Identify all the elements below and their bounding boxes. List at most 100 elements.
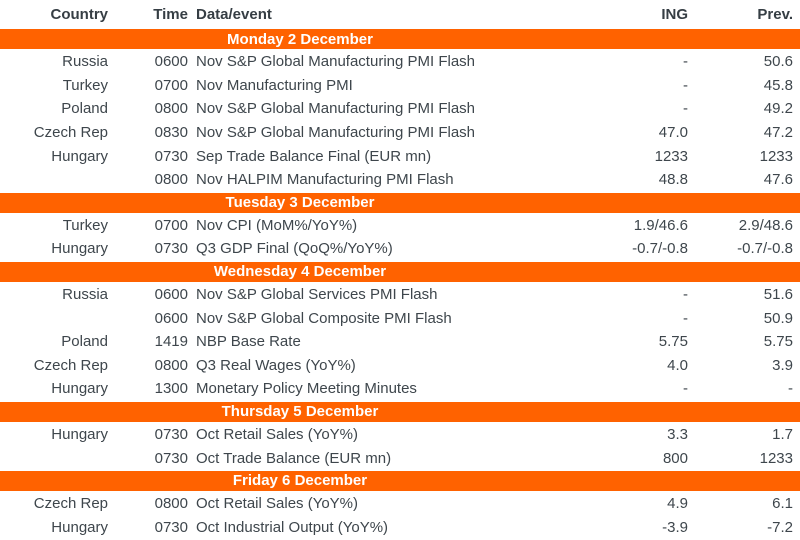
event-row: Russia 0600 Nov S&P Global Services PMI Fl… bbox=[0, 283, 800, 307]
column-header-event: Data/event bbox=[196, 5, 272, 23]
prev-cell: - bbox=[788, 380, 793, 398]
event-cell: Nov S&P Global Composite PMI Flash bbox=[196, 309, 452, 327]
ing-cell: - bbox=[683, 76, 688, 94]
prev-cell: 2.9/48.6 bbox=[738, 216, 793, 234]
ing-cell: 3.3 bbox=[667, 426, 688, 444]
country-cell: Hungary bbox=[51, 147, 108, 165]
time-cell: 0600 bbox=[154, 53, 188, 71]
time-cell: 0700 bbox=[154, 76, 188, 94]
time-cell: 1419 bbox=[154, 333, 188, 351]
time-cell: 0800 bbox=[154, 495, 188, 513]
prev-cell: -0.7/-0.8 bbox=[737, 240, 793, 258]
prev-cell: 50.6 bbox=[763, 53, 793, 71]
day-section-band: Friday 6 December bbox=[0, 470, 800, 491]
event-cell: Oct Retail Sales (YoY%) bbox=[196, 495, 359, 513]
ing-cell: 1233 bbox=[654, 147, 688, 165]
time-cell: 0700 bbox=[154, 216, 188, 234]
time-cell: 0800 bbox=[154, 171, 188, 189]
event-row: Russia 0600 Nov S&P Global Manufacturing P… bbox=[0, 50, 800, 74]
prev-cell: 6.1 bbox=[772, 495, 793, 513]
prev-cell: 47.6 bbox=[763, 171, 793, 189]
time-cell: 0730 bbox=[154, 426, 188, 444]
event-cell: Nov S&P Global Manufacturing PMI Flash bbox=[196, 53, 476, 71]
prev-cell: 45.8 bbox=[763, 76, 793, 94]
day-section-title: Wednesday 4 December bbox=[213, 263, 387, 281]
ing-cell: - bbox=[683, 380, 688, 398]
ing-cell: 800 bbox=[662, 449, 688, 467]
prev-cell: 5.75 bbox=[763, 333, 793, 351]
prev-cell: 1233 bbox=[759, 449, 793, 467]
table-body: Monday 2 December Russia 0600 Nov S&P Globa… bbox=[0, 29, 800, 539]
country-cell: Czech Rep bbox=[33, 495, 108, 513]
prev-cell: 1.7 bbox=[772, 426, 793, 444]
column-header-prev: Prev. bbox=[757, 5, 793, 23]
column-header-ing: ING bbox=[661, 5, 688, 23]
event-cell: Nov S&P Global Manufacturing PMI Flash bbox=[196, 124, 476, 142]
day-section-band: Thursday 5 December bbox=[0, 401, 800, 422]
prev-cell: 51.6 bbox=[763, 286, 793, 304]
event-row: Hungary 1300 Monetary Policy Meeting Minut… bbox=[0, 377, 800, 401]
ing-cell: - bbox=[683, 53, 688, 71]
prev-cell: 1233 bbox=[759, 147, 793, 165]
ing-cell: 47.0 bbox=[658, 124, 688, 142]
time-cell: 0600 bbox=[154, 309, 188, 327]
event-cell: Q3 Real Wages (YoY%) bbox=[196, 356, 356, 374]
day-section-band: Tuesday 3 December bbox=[0, 192, 800, 213]
event-row: Turkey 0700 Nov Manufacturing PMI - 45.8 bbox=[0, 74, 800, 98]
prev-cell: 49.2 bbox=[763, 100, 793, 118]
ing-cell: 48.8 bbox=[658, 171, 688, 189]
event-row: Hungary 0730 Q3 GDP Final (QoQ%/YoY%) -0.7/… bbox=[0, 237, 800, 261]
time-cell: 0730 bbox=[154, 449, 188, 467]
event-cell: NBP Base Rate bbox=[196, 333, 301, 351]
day-section-title: Tuesday 3 December bbox=[225, 194, 375, 212]
prev-cell: -7.2 bbox=[767, 518, 793, 536]
country-cell: Czech Rep bbox=[33, 356, 108, 374]
table-header-row: Country Time Data/event ING Prev. bbox=[0, 0, 800, 28]
event-row: Czech Rep 0830 Nov S&P Global Manufacturin… bbox=[0, 121, 800, 145]
ing-cell: - bbox=[683, 286, 688, 304]
event-cell: Nov Manufacturing PMI bbox=[196, 76, 353, 94]
ing-cell: -3.9 bbox=[662, 518, 688, 536]
time-cell: 1300 bbox=[154, 380, 188, 398]
time-cell: 0730 bbox=[154, 147, 188, 165]
column-header-time: Time bbox=[153, 5, 188, 23]
time-cell: 0830 bbox=[154, 124, 188, 142]
time-cell: 0730 bbox=[154, 240, 188, 258]
day-section-title: Thursday 5 December bbox=[221, 403, 379, 421]
day-section-band: Wednesday 4 December bbox=[0, 261, 800, 282]
event-row: Poland 0800 Nov S&P Global Manufacturing P… bbox=[0, 97, 800, 121]
day-section-title: Monday 2 December bbox=[227, 30, 373, 48]
ing-cell: -0.7/-0.8 bbox=[632, 240, 688, 258]
event-cell: Nov S&P Global Manufacturing PMI Flash bbox=[196, 100, 476, 118]
event-cell: Nov S&P Global Services PMI Flash bbox=[196, 286, 438, 304]
event-row: 0800 Nov HALPIM Manufacturing PMI Flash 48… bbox=[0, 168, 800, 192]
country-cell: Russia bbox=[62, 286, 108, 304]
time-cell: 0800 bbox=[154, 356, 188, 374]
country-cell: Poland bbox=[61, 100, 108, 118]
event-row: Hungary 0730 Oct Industrial Output (YoY%) -… bbox=[0, 516, 800, 540]
day-section-band: Monday 2 December bbox=[0, 29, 800, 49]
event-cell: Nov CPI (MoM%/YoY%) bbox=[196, 216, 358, 234]
prev-cell: 47.2 bbox=[763, 124, 793, 142]
event-row: Poland 1419 NBP Base Rate 5.75 5.75 bbox=[0, 330, 800, 354]
ing-cell: - bbox=[683, 309, 688, 327]
country-cell: Hungary bbox=[51, 380, 108, 398]
event-cell: Monetary Policy Meeting Minutes bbox=[196, 380, 417, 398]
country-cell: Russia bbox=[62, 53, 108, 71]
country-cell: Turkey bbox=[62, 76, 108, 94]
event-row: Czech Rep 0800 Oct Retail Sales (YoY%) 4.9 6… bbox=[0, 492, 800, 516]
ing-cell: 1.9/46.6 bbox=[633, 216, 688, 234]
ing-cell: - bbox=[683, 100, 688, 118]
prev-cell: 3.9 bbox=[772, 356, 793, 374]
prev-cell: 50.9 bbox=[763, 309, 793, 327]
event-row: 0730 Oct Trade Balance (EUR mn) 800 1233 bbox=[0, 446, 800, 470]
event-row: 0600 Nov S&P Global Composite PMI Flash - 5… bbox=[0, 306, 800, 330]
time-cell: 0600 bbox=[154, 286, 188, 304]
country-cell: Hungary bbox=[51, 240, 108, 258]
time-cell: 0730 bbox=[154, 518, 188, 536]
country-cell: Poland bbox=[61, 333, 108, 351]
ing-cell: 5.75 bbox=[658, 333, 688, 351]
event-cell: Oct Retail Sales (YoY%) bbox=[196, 426, 359, 444]
ing-cell: 4.0 bbox=[667, 356, 688, 374]
